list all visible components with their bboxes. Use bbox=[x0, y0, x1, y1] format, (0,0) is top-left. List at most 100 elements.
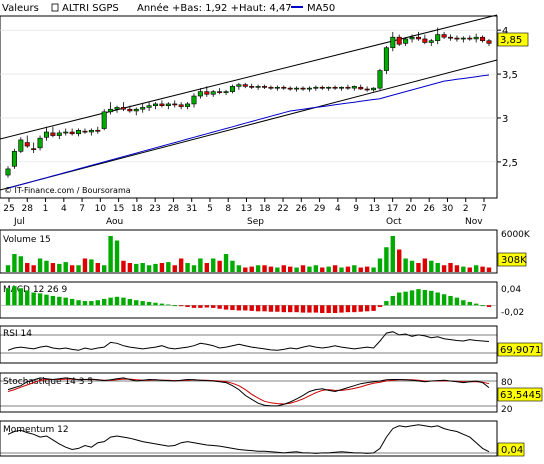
candle-body bbox=[172, 103, 178, 106]
day-tick-label: 10 bbox=[95, 204, 107, 214]
candlestick bbox=[43, 126, 49, 141]
candlestick bbox=[377, 68, 383, 90]
rsi-panel: RSI 14 69,9071 bbox=[0, 325, 543, 364]
candle-body bbox=[390, 36, 396, 49]
candlestick bbox=[415, 31, 421, 41]
macd-frame bbox=[0, 281, 498, 319]
volume-bar bbox=[204, 263, 210, 272]
volume-bar bbox=[217, 260, 222, 272]
candle-body bbox=[364, 88, 370, 91]
momentum-last-label: 0,04 bbox=[501, 445, 523, 456]
month-label: Aou bbox=[106, 217, 123, 227]
volume-bar bbox=[69, 265, 75, 272]
chart-header: Valeurs ALTRI SGPS Année +Bas: 1,92 +Hau… bbox=[2, 2, 335, 14]
day-tick-label: 2 bbox=[463, 204, 469, 214]
credit-text: © IT-Finance.com / Boursorama bbox=[4, 186, 131, 195]
day-tick-label: 13 bbox=[241, 204, 252, 214]
candle-body bbox=[242, 84, 248, 87]
range-text: Année +Bas: 1,92 +Haut: 4,47 bbox=[137, 2, 292, 14]
candlestick bbox=[467, 35, 473, 41]
volume-bar bbox=[435, 263, 440, 272]
volume-bar bbox=[480, 266, 485, 272]
macd-bar bbox=[134, 300, 139, 306]
macd-bar bbox=[249, 305, 254, 311]
candlestick bbox=[18, 137, 24, 154]
candlestick bbox=[5, 166, 11, 178]
candlestick bbox=[326, 86, 332, 91]
macd-bar bbox=[166, 304, 171, 306]
candle-body bbox=[210, 91, 216, 95]
volume-bar bbox=[364, 266, 370, 272]
candle-body bbox=[197, 91, 203, 97]
macd-bar bbox=[262, 305, 267, 312]
month-label: Sep bbox=[247, 217, 264, 227]
macd-bar bbox=[57, 296, 62, 306]
volume-bar bbox=[307, 266, 312, 272]
candle-body bbox=[56, 132, 62, 136]
volume-bar bbox=[287, 266, 293, 272]
candlestick bbox=[300, 86, 306, 91]
ma50-layer bbox=[7, 74, 490, 189]
volume-bar bbox=[416, 263, 421, 272]
volume-bar bbox=[332, 265, 338, 272]
candle-body bbox=[50, 132, 56, 136]
day-tick-label: 13 bbox=[369, 204, 380, 214]
candle-body bbox=[236, 84, 242, 87]
candlestick bbox=[287, 86, 293, 91]
volume-bar bbox=[243, 267, 248, 272]
candlestick bbox=[24, 135, 30, 148]
month-label: Oct bbox=[386, 217, 402, 227]
volume-bar bbox=[134, 263, 139, 272]
macd-bar bbox=[377, 305, 383, 308]
day-tick-label: 18 bbox=[131, 204, 143, 214]
volume-bar bbox=[191, 265, 197, 272]
macd-panel: MACD 12 26 9 0,04 -0,02 bbox=[0, 281, 524, 319]
candlestick bbox=[197, 88, 203, 99]
candlestick bbox=[191, 93, 197, 108]
candle-body bbox=[255, 86, 261, 88]
macd-bar bbox=[76, 300, 81, 306]
volume-bar bbox=[198, 258, 203, 272]
candlestick bbox=[69, 128, 75, 136]
stochastic-title: Stochastique 14 3 5 bbox=[3, 377, 93, 387]
candle-body bbox=[274, 86, 280, 89]
candle-body bbox=[338, 86, 344, 89]
stochastic-panel: Stochastique 14 3 5 80 20 63,5445 bbox=[0, 372, 543, 415]
candlestick bbox=[210, 89, 216, 97]
volume-bar bbox=[473, 265, 479, 272]
volume-bar bbox=[57, 263, 62, 272]
volume-bar bbox=[326, 266, 331, 272]
day-tick-label: 23 bbox=[149, 204, 160, 214]
candlestick bbox=[268, 85, 274, 90]
macd-bar bbox=[275, 305, 280, 312]
volume-bar bbox=[275, 267, 280, 272]
candlestick bbox=[435, 27, 441, 45]
volume-bar bbox=[448, 263, 453, 272]
macd-bar bbox=[416, 289, 421, 306]
candlestick bbox=[409, 34, 415, 43]
rsi-line bbox=[7, 331, 490, 351]
macd-bar bbox=[63, 297, 68, 306]
volume-panel: Volume 15 6000K 308K bbox=[0, 229, 531, 274]
candlestick bbox=[114, 105, 120, 113]
candlestick bbox=[11, 148, 17, 169]
candle-body bbox=[332, 86, 338, 89]
day-tick-label: 20 bbox=[405, 204, 417, 214]
macd-bar bbox=[102, 298, 107, 306]
candle-body bbox=[371, 87, 377, 91]
volume-bar bbox=[18, 256, 24, 272]
volume-bar bbox=[76, 265, 81, 272]
candlestick bbox=[101, 109, 107, 131]
candlestick bbox=[396, 34, 402, 46]
candle-body bbox=[287, 87, 293, 90]
candle-body bbox=[37, 137, 43, 149]
candle-body bbox=[159, 103, 165, 106]
candle-body bbox=[140, 107, 146, 110]
macd-bar bbox=[300, 305, 306, 313]
candlestick bbox=[319, 85, 325, 90]
candlestick bbox=[281, 85, 287, 90]
volume-bar bbox=[371, 267, 376, 272]
volume-bar bbox=[249, 266, 254, 272]
macd-bar bbox=[140, 301, 145, 306]
